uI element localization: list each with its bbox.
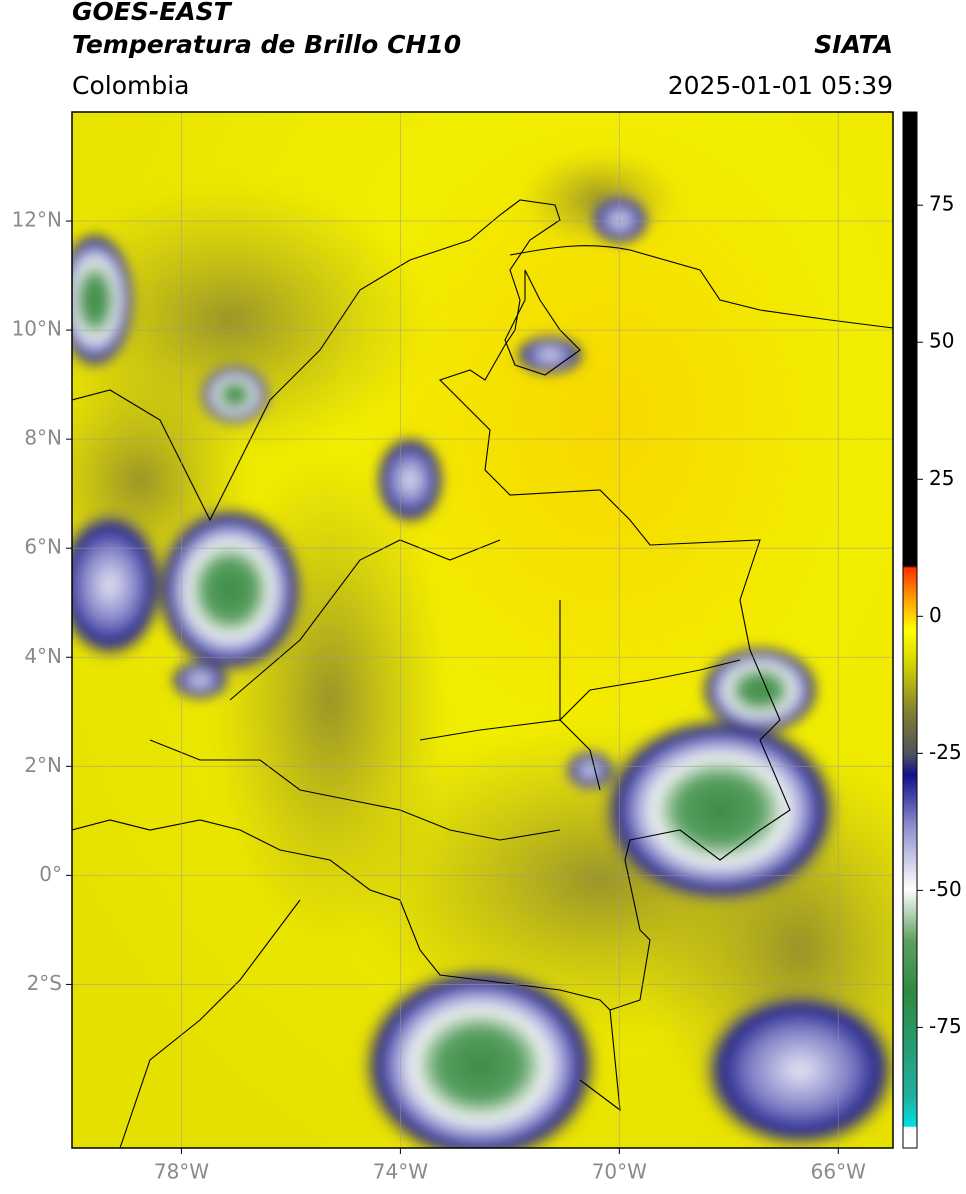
graticule — [72, 112, 893, 1148]
lon-tick-label: 74°W — [373, 1160, 428, 1184]
borders — [72, 199, 893, 1148]
colorbar-tick-label: 75 — [929, 192, 954, 216]
colorbar-tick-label: -75 — [929, 1014, 962, 1038]
lon-tick-label: 70°W — [592, 1160, 647, 1184]
lat-tick-label: 2°N — [24, 753, 62, 777]
timestamp: 2025-01-01 05:39 — [668, 71, 893, 100]
colorbar-tick-label: 25 — [929, 466, 954, 490]
lat-tick-label: 2°S — [27, 971, 62, 995]
title: GOES-EAST — [72, 0, 233, 26]
internal-borders — [119, 539, 741, 1148]
colorbar-tick-label: -50 — [929, 877, 962, 901]
lat-tick-label: 8°N — [24, 426, 62, 450]
colorbar-tick-label: -25 — [929, 740, 962, 764]
peninsula — [504, 269, 581, 376]
colorbar-tick-label: 0 — [929, 603, 942, 627]
map — [72, 112, 893, 1148]
lat-tick-label: 6°N — [24, 535, 62, 559]
colorbar — [902, 111, 918, 1149]
lon-tick-label: 66°W — [811, 1160, 866, 1184]
lat-tick-label: 4°N — [24, 644, 62, 668]
colorbar-tick-label: 50 — [929, 329, 954, 353]
region: Colombia — [72, 71, 189, 100]
lat-tick-label: 0° — [39, 862, 62, 886]
lat-tick-label: 10°N — [12, 317, 62, 341]
cloud-field — [72, 150, 893, 1148]
coastline — [509, 245, 893, 329]
lon-tick-label: 78°W — [154, 1160, 209, 1184]
lat-tick-label: 12°N — [12, 208, 62, 232]
subtitle: Temperatura de Brillo CH10 — [72, 30, 461, 59]
colombia-border — [72, 199, 791, 1011]
map-frame — [71, 111, 894, 1149]
source: SIATA — [814, 30, 893, 59]
